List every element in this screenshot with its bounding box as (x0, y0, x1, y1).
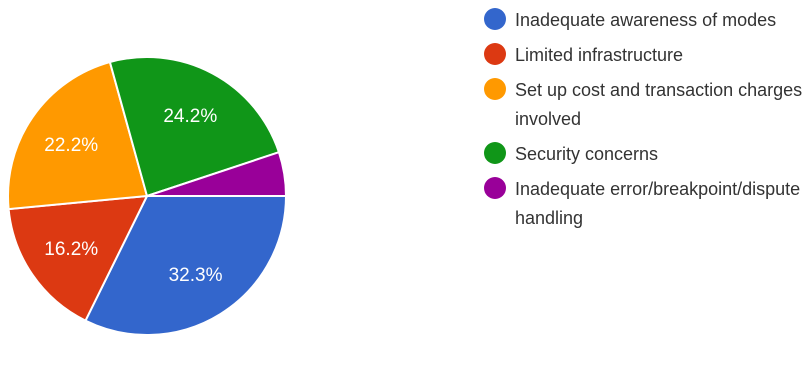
pie-slice-3[interactable] (108, 56, 281, 198)
legend-label: Limited infrastructure (515, 45, 684, 65)
legend-label: Inadequate awareness of modes (515, 10, 777, 30)
pie-slice-2[interactable] (7, 60, 149, 211)
legend-label: Security concerns (515, 144, 659, 164)
slice-percent-label: 22.2% (44, 135, 98, 156)
pie-slice-0[interactable] (84, 195, 288, 336)
pie-slice-4[interactable] (146, 150, 288, 197)
legend-marker-icon (484, 8, 506, 30)
legend-item-awareness[interactable]: Inadequate awareness of modes (484, 6, 809, 35)
pie-chart: 32.3% 16.2% 22.2% 24.2% (7, 56, 288, 336)
legend-item-infrastructure[interactable]: Limited infrastructure (484, 41, 809, 70)
legend-marker-icon (484, 142, 506, 164)
slice-percent-label: 32.3% (169, 265, 223, 286)
legend-label: Inadequate error/breakpoint/dispute hand… (515, 179, 801, 228)
pie-slice-1[interactable] (7, 194, 149, 322)
legend-marker-icon (484, 43, 506, 65)
legend-item-setup-cost[interactable]: Set up cost and transaction charges invo… (484, 76, 809, 134)
legend: Inadequate awareness of modes Limited in… (484, 6, 809, 239)
slice-percent-label: 16.2% (44, 239, 98, 260)
legend-marker-icon (484, 177, 506, 199)
legend-label: Set up cost and transaction charges invo… (515, 80, 803, 129)
legend-marker-icon (484, 78, 506, 100)
legend-item-security[interactable]: Security concerns (484, 140, 809, 169)
slice-percent-label: 24.2% (163, 106, 217, 127)
legend-item-error-handling[interactable]: Inadequate error/breakpoint/dispute hand… (484, 175, 809, 233)
